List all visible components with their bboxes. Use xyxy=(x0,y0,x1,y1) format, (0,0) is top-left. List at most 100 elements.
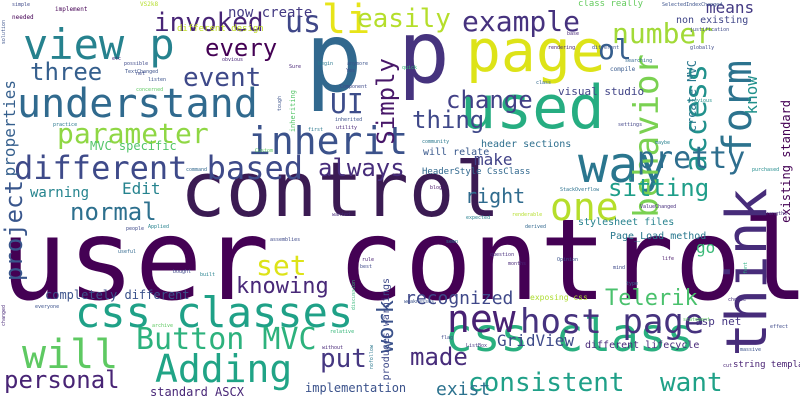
word-valuechanged: ValueChanged xyxy=(640,204,677,210)
word-invoked: invoked xyxy=(154,8,264,38)
word-justification: justification xyxy=(690,27,730,33)
word-produces-warnings: produces warnings xyxy=(381,278,392,381)
word-custom: Custom xyxy=(255,148,274,154)
word-applied: Applied xyxy=(148,224,170,230)
word-li: li xyxy=(322,0,371,43)
word-component: Component xyxy=(340,84,368,90)
word-base: base xyxy=(567,31,580,37)
word-example: example xyxy=(462,5,581,38)
word-page-load-method: Page_Load method xyxy=(610,231,707,242)
word-set: set xyxy=(256,249,307,282)
word-create-mvc: create MVC xyxy=(685,60,699,133)
word-etc: etc xyxy=(112,56,122,62)
word-tough: tough xyxy=(277,96,283,112)
word-visual-studio: visual studio xyxy=(558,85,645,98)
word-used: used xyxy=(460,73,605,143)
word-p-2: p xyxy=(398,3,450,103)
word-bought: bought xyxy=(173,269,192,275)
word-font: font xyxy=(743,262,749,275)
word-inheriting: inheriting xyxy=(289,90,297,133)
word-adding: Adding xyxy=(155,347,293,391)
word-inherit: inherit xyxy=(248,119,409,163)
word-massive: massive xyxy=(740,347,762,353)
word-gridview: GridView xyxy=(497,331,575,350)
word-view-p: view p xyxy=(23,20,175,69)
word-obvious: obvious xyxy=(222,57,244,63)
word-right: right xyxy=(465,184,526,208)
word-class-really: class really xyxy=(578,0,644,9)
word-archive: archive xyxy=(152,323,174,329)
word-will: will xyxy=(22,332,119,378)
word-wanted: wanted xyxy=(332,212,351,218)
word-renderable: renderable xyxy=(512,212,543,218)
word-sitting: sitting xyxy=(608,174,710,202)
word-completely-different: completely different xyxy=(45,288,190,302)
word-understand: understand xyxy=(17,81,258,127)
word-statement: statement xyxy=(683,317,711,323)
word-searching: searching xyxy=(625,58,653,64)
word-strengths: strengths xyxy=(760,211,788,217)
word-new: new xyxy=(447,297,516,341)
word-first: first xyxy=(308,127,324,133)
word-changed: changed xyxy=(1,305,7,327)
word-page: page xyxy=(466,17,606,85)
word-project: project xyxy=(0,180,28,282)
word-blogs: blogs xyxy=(430,185,446,191)
word-opinion: Opinion xyxy=(557,257,579,263)
word-flag: flag xyxy=(441,335,454,341)
word-consistent: consistent xyxy=(468,368,625,398)
word-p-1: p xyxy=(305,2,363,114)
word-know: know xyxy=(742,76,761,115)
word-possible: possible xyxy=(124,61,149,67)
word-control: control xyxy=(180,145,501,234)
word-derived: derived xyxy=(525,224,547,230)
word-maybe: maybe xyxy=(655,140,671,146)
word-net: net xyxy=(136,71,146,77)
word-previous: previous xyxy=(688,98,713,104)
word-pretty: pretty xyxy=(637,141,746,176)
word-stylesheet-files: stylesheet files xyxy=(578,217,675,228)
word-always: always xyxy=(318,154,405,182)
word-command: command xyxy=(186,167,208,173)
word-concerned: concerned xyxy=(136,87,164,93)
word-css-class: css class xyxy=(445,308,695,362)
word-different-based: different based xyxy=(14,149,303,187)
word-assemblies: assemblies xyxy=(270,237,301,243)
word-event: event xyxy=(183,63,262,93)
word-existing-standard: existing standard xyxy=(779,100,793,223)
word-implementation: implementation xyxy=(305,381,407,395)
word-weaknesses: weaknesses xyxy=(404,299,435,305)
word-mvc-specific: MVC specific xyxy=(90,139,177,153)
word-three: three xyxy=(30,58,103,86)
word-everyone: everyone xyxy=(35,304,60,310)
word-selectedindexchanged: SelectedIndexChanged xyxy=(662,2,723,8)
word-effect: effect xyxy=(770,324,789,330)
word-will-relate: will relate xyxy=(423,147,490,158)
word-without: without xyxy=(322,345,344,351)
word-type: type xyxy=(626,281,639,287)
word-purchased: purchased xyxy=(752,167,780,173)
word-cut: cut xyxy=(723,363,733,369)
word-rendering: rendering xyxy=(548,45,576,51)
word-asp-net: asp net xyxy=(695,315,742,328)
word-inherited: inherited xyxy=(335,117,363,123)
word-change: change xyxy=(446,86,533,114)
word-now-create: now create xyxy=(228,5,313,21)
word-parameter: parameter xyxy=(57,117,209,150)
word-useful: useful xyxy=(118,249,137,255)
word-user-control: user control xyxy=(0,196,800,326)
word-headerstyle-cssclass: HeaderStyle CssClass xyxy=(422,167,531,177)
word-relative: relative xyxy=(330,329,355,335)
word-ol: ol xyxy=(598,33,632,66)
word-put: put xyxy=(320,344,367,374)
word-quick: quick xyxy=(402,65,418,71)
word-simply: Simply xyxy=(372,58,400,145)
word-want: want xyxy=(660,368,723,398)
word-practice: practice xyxy=(53,122,78,128)
word-rule: rule xyxy=(362,257,375,263)
word-button-mvc: Button MVC xyxy=(136,322,317,357)
word-simple: simple xyxy=(12,2,31,8)
word-number: number xyxy=(612,17,714,50)
word-discussion: discussion xyxy=(351,280,357,311)
